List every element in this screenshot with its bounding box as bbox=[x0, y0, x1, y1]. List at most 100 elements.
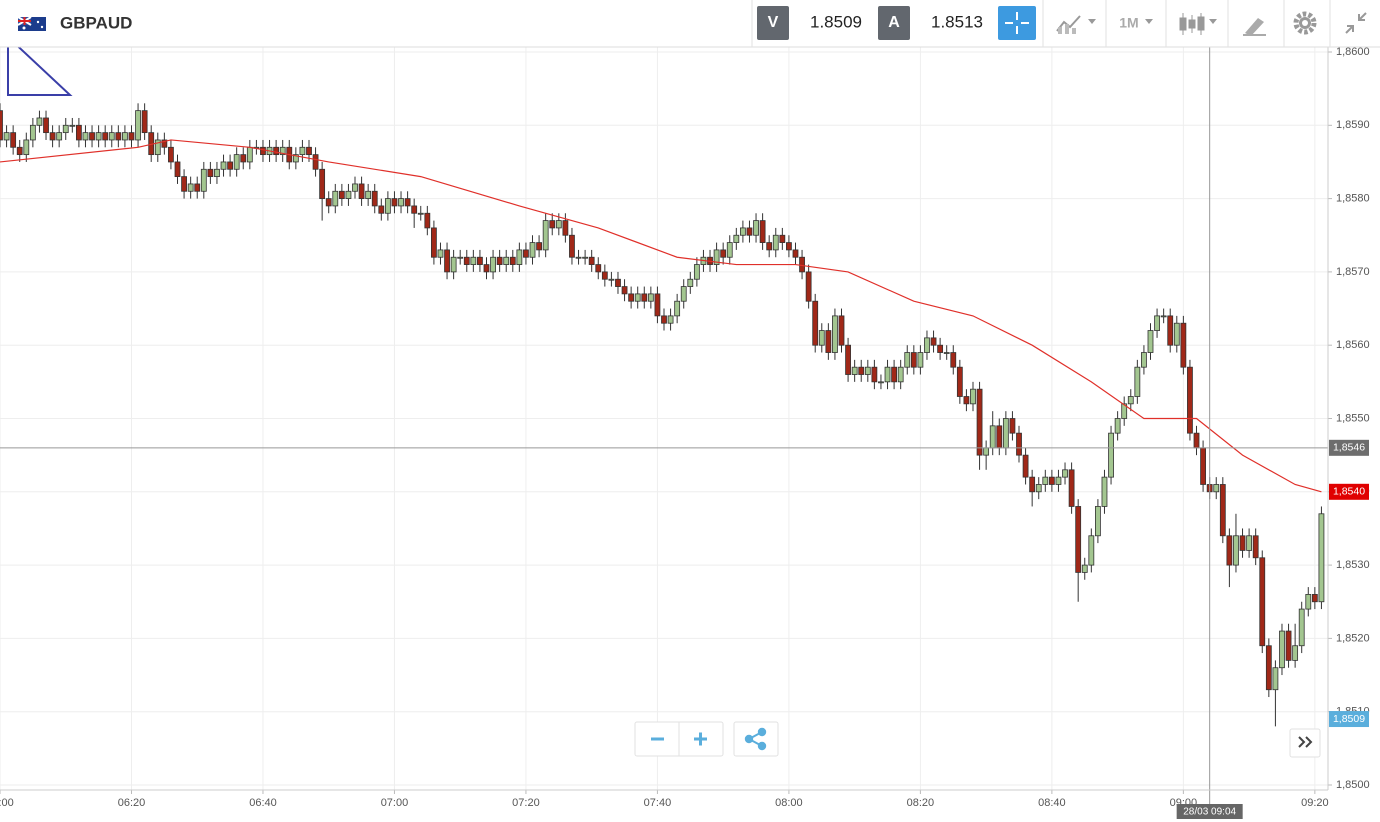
candle-body bbox=[187, 183, 194, 192]
collapse-button[interactable] bbox=[1345, 12, 1367, 34]
candle-body bbox=[786, 242, 792, 251]
candle-body bbox=[1200, 447, 1206, 485]
bid-label: V bbox=[768, 14, 779, 31]
candle-body bbox=[772, 234, 779, 251]
candle-body bbox=[1285, 630, 1292, 661]
candle-body bbox=[825, 330, 832, 353]
price-label-box bbox=[1329, 439, 1369, 456]
candle-body bbox=[1081, 564, 1088, 573]
candle-body bbox=[680, 286, 687, 302]
y-tick-label: 1,8530 bbox=[1336, 559, 1370, 571]
timeframe[interactable]: 1M bbox=[1119, 15, 1138, 31]
candle-body bbox=[924, 337, 930, 353]
candle-body bbox=[1154, 315, 1160, 331]
drawing-tool-button[interactable] bbox=[1243, 18, 1266, 36]
candle-body bbox=[601, 271, 608, 280]
candle-body bbox=[1002, 418, 1009, 449]
y-tick-label: 1,8580 bbox=[1336, 193, 1370, 205]
settings-button[interactable] bbox=[1293, 11, 1317, 35]
crosshair-button[interactable] bbox=[998, 6, 1036, 40]
candle-body bbox=[970, 388, 976, 405]
scroll-to-end-icon bbox=[1298, 736, 1313, 748]
x-tick-label: 09:20 bbox=[1301, 797, 1329, 809]
candle-body bbox=[404, 198, 411, 207]
ask-label-box[interactable] bbox=[878, 6, 910, 40]
candle-body bbox=[739, 227, 746, 236]
zoom-in-button[interactable] bbox=[694, 732, 707, 746]
chart-type-button[interactable] bbox=[1056, 15, 1096, 34]
candle-body bbox=[851, 366, 858, 375]
candle-body bbox=[956, 366, 963, 397]
bid-price: 1.8509 bbox=[810, 12, 862, 31]
candle-body bbox=[832, 315, 838, 353]
scroll-to-end-button[interactable] bbox=[1289, 728, 1321, 758]
triangle-drawing[interactable] bbox=[7, 34, 73, 96]
candle-body bbox=[1127, 396, 1134, 405]
candle-body bbox=[503, 256, 510, 265]
crosshair-icon bbox=[1005, 12, 1029, 34]
candle-body bbox=[1279, 630, 1285, 669]
bid-label-box[interactable] bbox=[757, 6, 789, 40]
symbol: GBPAUD bbox=[60, 13, 132, 32]
candle-body bbox=[0, 110, 3, 141]
candle-body bbox=[1298, 608, 1305, 647]
candle-body bbox=[490, 256, 496, 273]
candle-body bbox=[523, 249, 529, 258]
candle-body bbox=[1259, 557, 1266, 647]
candle-body bbox=[812, 300, 819, 346]
candle-body bbox=[1226, 535, 1233, 566]
candle-body bbox=[161, 139, 168, 148]
candle-body bbox=[292, 154, 299, 163]
candle-body bbox=[1246, 535, 1253, 551]
candle-body bbox=[569, 234, 575, 258]
candle-body bbox=[878, 381, 884, 384]
candle-body bbox=[246, 146, 253, 163]
candle-style-button[interactable] bbox=[1179, 13, 1217, 35]
candle-body bbox=[260, 146, 266, 156]
candle-body bbox=[102, 132, 109, 141]
candle-body bbox=[1088, 535, 1095, 566]
candle-body bbox=[950, 352, 957, 368]
candle-body bbox=[1311, 594, 1318, 603]
price-label-box bbox=[1329, 483, 1369, 500]
candle-body bbox=[818, 330, 825, 346]
candle-body bbox=[483, 264, 490, 273]
candle-body bbox=[450, 256, 457, 273]
candle-body bbox=[917, 352, 924, 368]
candle-body bbox=[996, 425, 1003, 449]
candle-body bbox=[338, 190, 345, 200]
candle-body bbox=[10, 132, 17, 148]
candle-body bbox=[214, 168, 220, 178]
candle-body bbox=[1160, 315, 1167, 318]
candle-body bbox=[279, 146, 286, 156]
share-button[interactable] bbox=[733, 721, 779, 757]
candle-body bbox=[1252, 535, 1259, 559]
candle-body bbox=[654, 293, 661, 317]
x-tick-label: 08:40 bbox=[1038, 797, 1066, 809]
candle-body bbox=[332, 190, 339, 207]
candle-body bbox=[542, 220, 549, 251]
candle-body bbox=[181, 176, 187, 192]
candle-body bbox=[838, 315, 845, 346]
candle-body bbox=[1029, 476, 1036, 493]
candle-body bbox=[62, 124, 69, 134]
candle-body bbox=[496, 256, 503, 265]
x-tick-label: 07:40 bbox=[644, 797, 672, 809]
candle-body bbox=[470, 256, 477, 265]
candle-body bbox=[1121, 403, 1128, 419]
candle-body bbox=[345, 190, 352, 200]
candle-body bbox=[976, 388, 983, 456]
candle-body bbox=[36, 117, 43, 126]
candle-body bbox=[1095, 506, 1101, 537]
x-tick-label: 06:20 bbox=[118, 797, 146, 809]
candle-body bbox=[891, 366, 897, 383]
candle-body bbox=[1173, 322, 1180, 346]
candle-body bbox=[634, 293, 641, 302]
candle-body bbox=[759, 220, 766, 243]
candle-body bbox=[1134, 366, 1141, 397]
candle-body bbox=[312, 154, 319, 170]
candle-body bbox=[319, 168, 326, 199]
price-label: 1,8540 bbox=[1333, 486, 1365, 498]
ask-label: A bbox=[888, 14, 900, 31]
x-tick-label: 06:40 bbox=[249, 797, 277, 809]
